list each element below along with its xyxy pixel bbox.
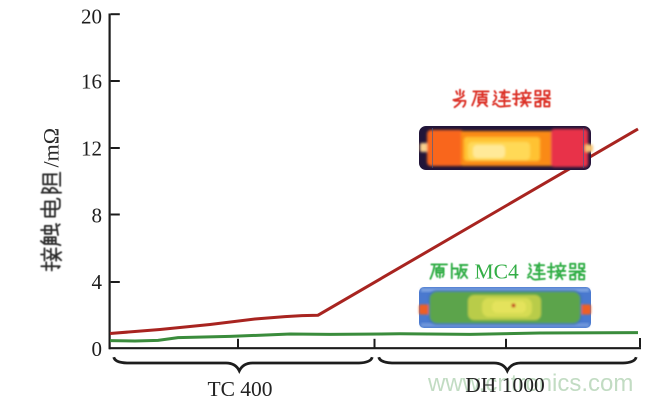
svg-text:www.cntronics.com: www.cntronics.com — [427, 370, 633, 397]
svg-text:TC 400: TC 400 — [207, 377, 272, 401]
svg-text:0: 0 — [92, 337, 103, 361]
svg-text:16: 16 — [81, 70, 102, 94]
svg-text:20: 20 — [81, 5, 102, 29]
svg-text:8: 8 — [92, 204, 103, 228]
svg-text:DH 1000: DH 1000 — [465, 373, 544, 397]
svg-text:12: 12 — [81, 137, 102, 161]
svg-text:4: 4 — [92, 270, 103, 294]
svg-text:MC4: MC4 — [475, 260, 519, 284]
svg-text:/mΩ: /mΩ — [39, 128, 64, 168]
